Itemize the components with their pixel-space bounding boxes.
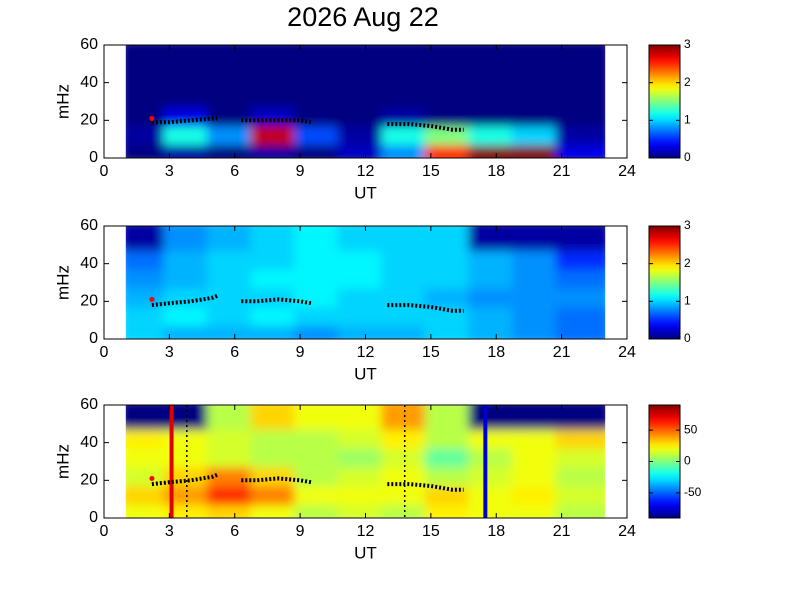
colorbar-tick-label: 2 xyxy=(684,75,691,89)
trace-point xyxy=(149,115,155,121)
colorbar-tick-label: 0 xyxy=(684,454,691,468)
colorbar xyxy=(648,225,681,340)
x-tick-label: 12 xyxy=(357,163,375,180)
x-tick-label: 21 xyxy=(553,523,571,540)
x-tick-label: 21 xyxy=(553,163,571,180)
colorbar-tick-label: 0 xyxy=(684,150,691,164)
x-tick-label: 0 xyxy=(100,163,109,180)
chart-title: 2026 Aug 22 xyxy=(287,2,439,32)
x-tick-label: 18 xyxy=(487,344,505,361)
x-tick-label: 12 xyxy=(357,344,375,361)
x-tick-label: 3 xyxy=(165,344,174,361)
x-tick-label: 15 xyxy=(422,344,440,361)
x-tick-label: 12 xyxy=(357,523,375,540)
x-axis-label: UT xyxy=(354,183,377,202)
y-tick-label: 0 xyxy=(89,330,98,347)
x-tick-label: 15 xyxy=(422,523,440,540)
y-tick-label: 20 xyxy=(80,112,98,129)
x-tick-label: 24 xyxy=(618,523,636,540)
x-tick-label: 18 xyxy=(487,163,505,180)
y-tick-label: 20 xyxy=(80,293,98,310)
x-tick-label: 21 xyxy=(553,344,571,361)
y-axis-label: mHz xyxy=(53,444,72,479)
x-tick-label: 6 xyxy=(230,523,239,540)
y-tick-label: 40 xyxy=(80,255,98,272)
x-tick-label: 3 xyxy=(165,163,174,180)
y-axis-label: mHz xyxy=(53,265,72,300)
colorbar-tick-label: 3 xyxy=(684,218,691,232)
colorbar-tick-label: 0 xyxy=(684,331,691,345)
colorbar-tick-label: 3 xyxy=(684,37,691,51)
x-tick-label: 9 xyxy=(296,163,305,180)
x-tick-label: 24 xyxy=(618,163,636,180)
y-tick-label: 60 xyxy=(80,36,98,53)
x-tick-label: 0 xyxy=(100,344,109,361)
trace-point xyxy=(149,296,155,302)
x-tick-label: 24 xyxy=(618,344,636,361)
trace-point xyxy=(149,475,155,481)
x-tick-label: 6 xyxy=(230,163,239,180)
colorbar xyxy=(648,404,681,519)
x-tick-label: 9 xyxy=(296,344,305,361)
x-tick-label: 0 xyxy=(100,523,109,540)
trace-line xyxy=(151,116,464,132)
x-tick-label: 3 xyxy=(165,523,174,540)
colorbar-tick-label: 2 xyxy=(684,256,691,270)
colorbar-tick-label: 50 xyxy=(684,422,698,436)
y-tick-label: 40 xyxy=(80,434,98,451)
y-axis-label: mHz xyxy=(53,84,72,119)
trace-line xyxy=(151,472,464,492)
heatmap xyxy=(125,226,606,339)
x-tick-label: 6 xyxy=(230,344,239,361)
colorbar-tick-label: 1 xyxy=(684,294,691,308)
trace-line xyxy=(151,293,464,313)
heatmap xyxy=(125,405,606,518)
x-axis-label: UT xyxy=(354,543,377,562)
heatmap-cells xyxy=(125,226,606,339)
heatmap-cell xyxy=(555,226,606,251)
heatmap-cell xyxy=(555,405,606,430)
heatmap-cells xyxy=(125,45,606,158)
x-axis-label: UT xyxy=(354,364,377,383)
y-tick-label: 0 xyxy=(89,149,98,166)
x-tick-label: 15 xyxy=(422,163,440,180)
colorbar-tick-label: -50 xyxy=(684,485,702,499)
heatmap-cells xyxy=(125,405,606,518)
y-tick-label: 60 xyxy=(80,217,98,234)
y-tick-label: 0 xyxy=(89,509,98,526)
heatmap xyxy=(125,45,606,158)
colorbar-tick-label: 1 xyxy=(684,113,691,127)
y-tick-label: 40 xyxy=(80,74,98,91)
heatmap-cell xyxy=(555,45,606,70)
colorbar xyxy=(648,44,681,159)
x-tick-label: 18 xyxy=(487,523,505,540)
x-tick-label: 9 xyxy=(296,523,305,540)
y-tick-label: 60 xyxy=(80,396,98,413)
y-tick-label: 20 xyxy=(80,472,98,489)
